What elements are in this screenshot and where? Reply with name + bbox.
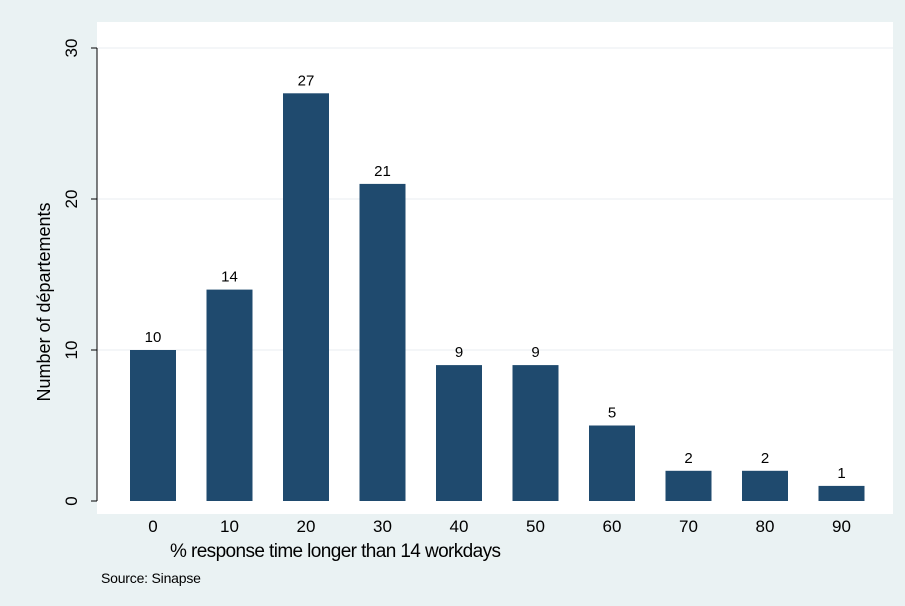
x-tick-label: 20 (297, 517, 316, 536)
y-tick-label: 20 (62, 190, 81, 209)
bar (436, 365, 482, 501)
x-tick-label: 0 (148, 517, 157, 536)
bar-value-label: 9 (455, 344, 463, 361)
bar (512, 365, 559, 501)
bar (818, 485, 865, 501)
bar-value-label: 10 (145, 329, 162, 346)
x-tick-label: 40 (450, 517, 469, 536)
bar (130, 350, 176, 501)
y-axis-title: Number of départements (34, 202, 54, 401)
y-tick-label: 0 (62, 496, 81, 505)
x-axis-ticks: 0 10 20 30 40 50 60 70 80 90 (148, 517, 851, 536)
source-note: Source: Sinapse (101, 570, 201, 586)
bar-value-label: 14 (221, 269, 238, 286)
x-tick-label: 60 (603, 517, 622, 536)
bars (130, 93, 865, 502)
bar-value-label: 2 (684, 450, 692, 467)
bar (742, 470, 788, 501)
bar-value-label: 1 (837, 465, 845, 482)
bar (665, 470, 712, 501)
x-tick-label: 10 (220, 517, 239, 536)
x-tick-label: 70 (679, 517, 698, 536)
bar-value-label: 5 (608, 405, 616, 422)
x-tick-label: 80 (756, 517, 775, 536)
bar-value-label: 9 (531, 344, 539, 361)
y-tick-label: 10 (62, 341, 81, 360)
x-tick-label: 90 (832, 517, 851, 536)
x-tick-label: 30 (373, 517, 392, 536)
bar-value-label: 27 (298, 72, 315, 89)
bar (589, 425, 635, 501)
y-tick-label: 30 (62, 39, 81, 58)
x-axis-title: % response time longer than 14 workdays (170, 541, 501, 562)
bar (283, 93, 329, 502)
bar (206, 289, 253, 501)
bar (359, 183, 406, 501)
y-axis-ticks: 0 10 20 30 (62, 39, 97, 506)
bar-value-label: 21 (374, 163, 391, 180)
x-tick-label: 50 (526, 517, 545, 536)
bar-value-label: 2 (761, 450, 769, 467)
